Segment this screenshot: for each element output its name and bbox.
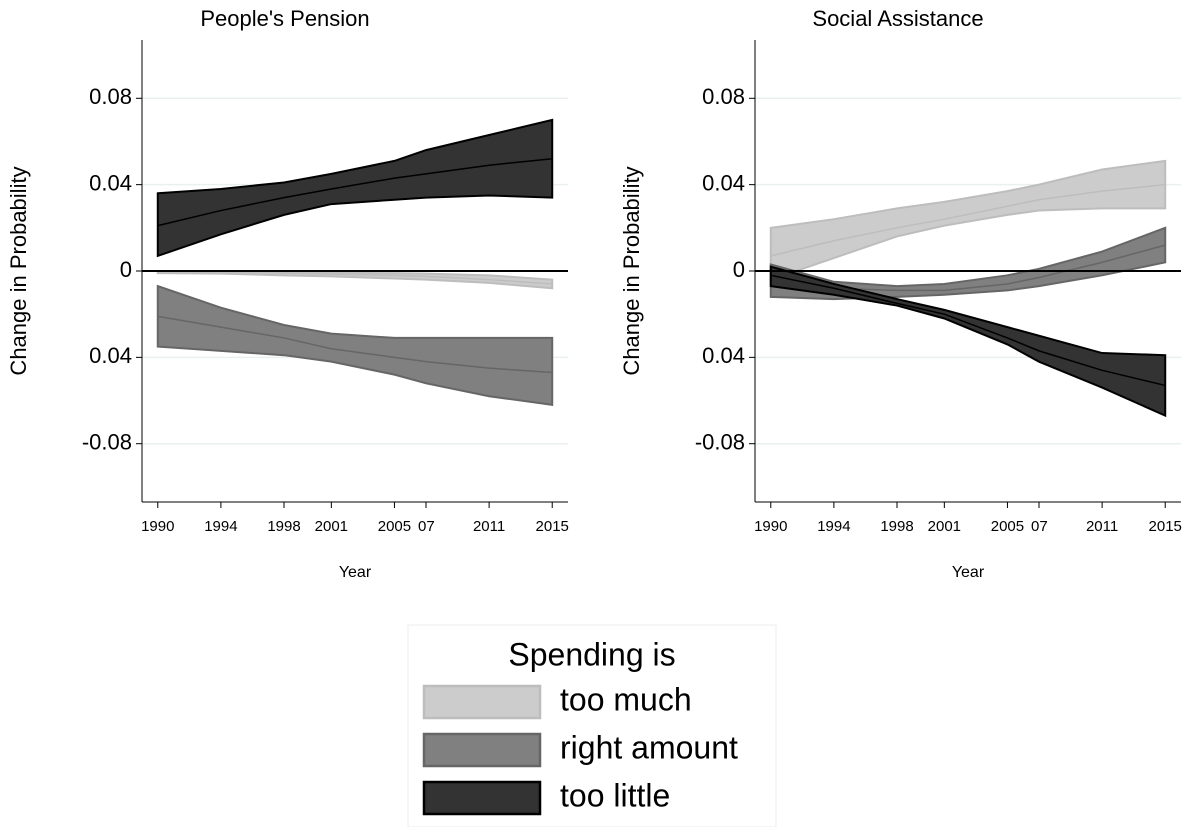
x-tick-label: 2005 [991, 518, 1024, 535]
y-tick-label: 0 [120, 257, 132, 282]
x-tick-label: 2001 [315, 518, 348, 535]
x-tick-label: 2001 [928, 518, 961, 535]
estimate-line [770, 274, 1166, 387]
x-tick-label: 2015 [536, 518, 569, 535]
confidence-band [769, 265, 1167, 418]
y-tick-label: 0.04 [702, 170, 745, 195]
y-tick-label: 0.08 [89, 84, 132, 109]
y-axis-title: Change in Probability [619, 166, 644, 375]
estimate-line [157, 157, 553, 227]
x-tick-label: 1994 [817, 518, 850, 535]
x-tick-label: 2011 [473, 518, 505, 535]
confidence-band [156, 118, 554, 258]
confidence-band [156, 284, 554, 406]
x-tick-label: 07 [418, 518, 435, 535]
confidence-band [769, 159, 1167, 282]
x-tick-label: 1990 [754, 518, 787, 535]
legend-label: too much [560, 681, 692, 717]
x-tick-label: 2011 [1086, 518, 1118, 535]
confidence-band [156, 270, 554, 290]
y-tick-label: -0.08 [82, 430, 132, 455]
y-tick-label: 0 [733, 257, 745, 282]
x-axis-title: Year [952, 564, 985, 581]
x-tick-label: 2015 [1149, 518, 1182, 535]
legend-swatch [422, 732, 542, 768]
x-tick-label: 07 [1031, 518, 1048, 535]
x-tick-label: 1990 [141, 518, 174, 535]
legend-swatch [422, 684, 542, 720]
panel-title: Social Assistance [812, 6, 983, 31]
legend-label: too little [560, 777, 670, 813]
x-tick-label: 2005 [378, 518, 411, 535]
y-tick-label: -0.08 [695, 430, 745, 455]
y-tick-label: 0.04 [89, 170, 132, 195]
y-tick-label: 0.04 [89, 343, 132, 368]
x-axis-title: Year [339, 564, 372, 581]
x-tick-label: 1994 [204, 518, 237, 535]
y-axis-title: Change in Probability [6, 166, 31, 375]
y-tick-label: 0.08 [702, 84, 745, 109]
panel-title: People's Pension [200, 6, 369, 31]
x-tick-label: 1998 [267, 518, 300, 535]
estimate-line [157, 315, 553, 374]
x-tick-label: 1998 [880, 518, 913, 535]
legend-title: Spending is [508, 636, 675, 672]
legend-swatch [422, 780, 542, 816]
estimate-line [770, 183, 1166, 257]
y-tick-label: 0.04 [702, 343, 745, 368]
legend-label: right amount [560, 729, 738, 765]
estimate-line [157, 270, 553, 285]
